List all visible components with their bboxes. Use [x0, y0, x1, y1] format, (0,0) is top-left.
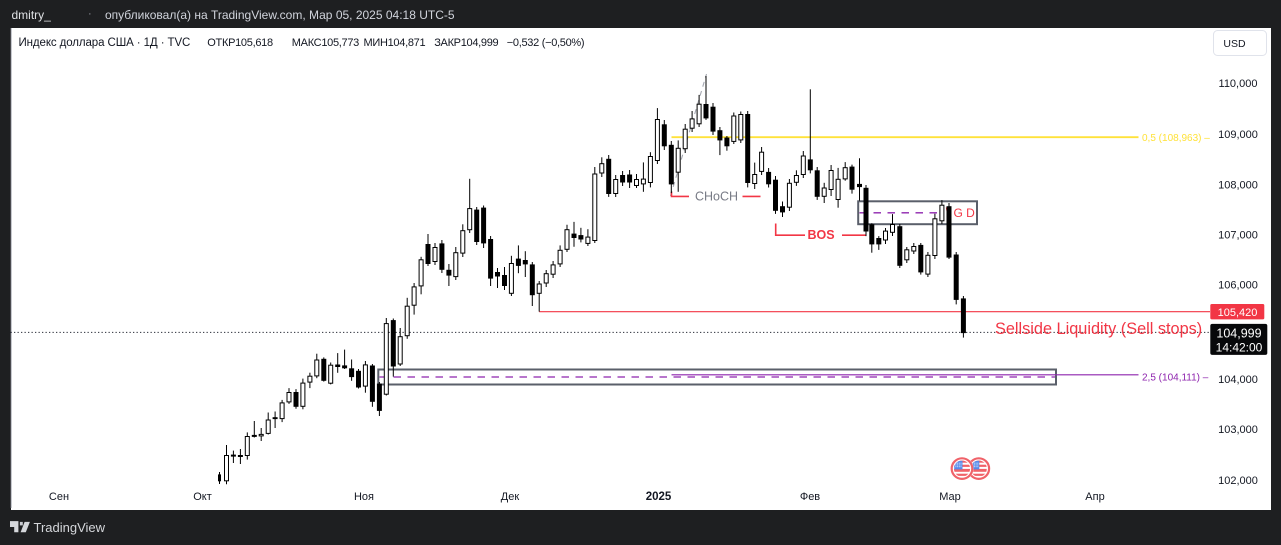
- svg-text:Окт: Окт: [193, 491, 212, 503]
- svg-text:опубликовал(а) на TradingView.: опубликовал(а) на TradingView.com, Мар 0…: [105, 8, 455, 22]
- svg-text:BOS: BOS: [808, 228, 835, 242]
- svg-text:105,420: 105,420: [1218, 307, 1258, 319]
- svg-text:Апр: Апр: [1085, 491, 1104, 503]
- svg-text:Sellside Liquidity (Sell stops: Sellside Liquidity (Sell stops): [995, 320, 1202, 338]
- svg-text:CHoCH: CHoCH: [695, 190, 738, 204]
- svg-text:14:42:00: 14:42:00: [1216, 341, 1263, 355]
- svg-text:104,000: 104,000: [1218, 374, 1258, 386]
- svg-text:dmitry_: dmitry_: [12, 8, 52, 22]
- svg-text:USD: USD: [1223, 38, 1246, 50]
- svg-text:110,000: 110,000: [1219, 78, 1258, 90]
- svg-text:Сен: Сен: [49, 491, 69, 503]
- svg-text:TradingView: TradingView: [34, 520, 106, 535]
- svg-text:106,000: 106,000: [1218, 280, 1258, 292]
- svg-text:ОТКР105,618: ОТКР105,618: [207, 37, 273, 49]
- svg-text:2,5 (104,111) –: 2,5 (104,111) –: [1142, 372, 1209, 383]
- svg-text:104,999: 104,999: [1216, 326, 1261, 340]
- svg-text:103,000: 103,000: [1218, 424, 1258, 436]
- svg-text:107,000: 107,000: [1218, 229, 1258, 241]
- svg-text:Дек: Дек: [501, 491, 520, 503]
- svg-text:102,000: 102,000: [1218, 475, 1258, 487]
- svg-text:Мар: Мар: [939, 491, 961, 503]
- svg-text:ЗАКР104,999: ЗАКР104,999: [434, 37, 498, 49]
- svg-text:·: ·: [88, 8, 92, 20]
- svg-text:Фев: Фев: [800, 491, 820, 503]
- svg-text:МАКС105,773: МАКС105,773: [292, 37, 359, 49]
- svg-text:2025: 2025: [646, 491, 672, 503]
- svg-text:Ноя: Ноя: [354, 491, 374, 503]
- svg-text:−0,532 (−0,50%): −0,532 (−0,50%): [507, 37, 584, 49]
- svg-text:108,000: 108,000: [1218, 179, 1258, 191]
- svg-text:Индекс доллара США · 1Д · TVC: Индекс доллара США · 1Д · TVC: [19, 37, 191, 49]
- svg-text:0,5 (108,963) –: 0,5 (108,963) –: [1142, 133, 1210, 144]
- svg-text:G D: G D: [954, 206, 976, 220]
- svg-text:МИН104,871: МИН104,871: [364, 37, 426, 49]
- svg-text:109,000: 109,000: [1218, 129, 1258, 141]
